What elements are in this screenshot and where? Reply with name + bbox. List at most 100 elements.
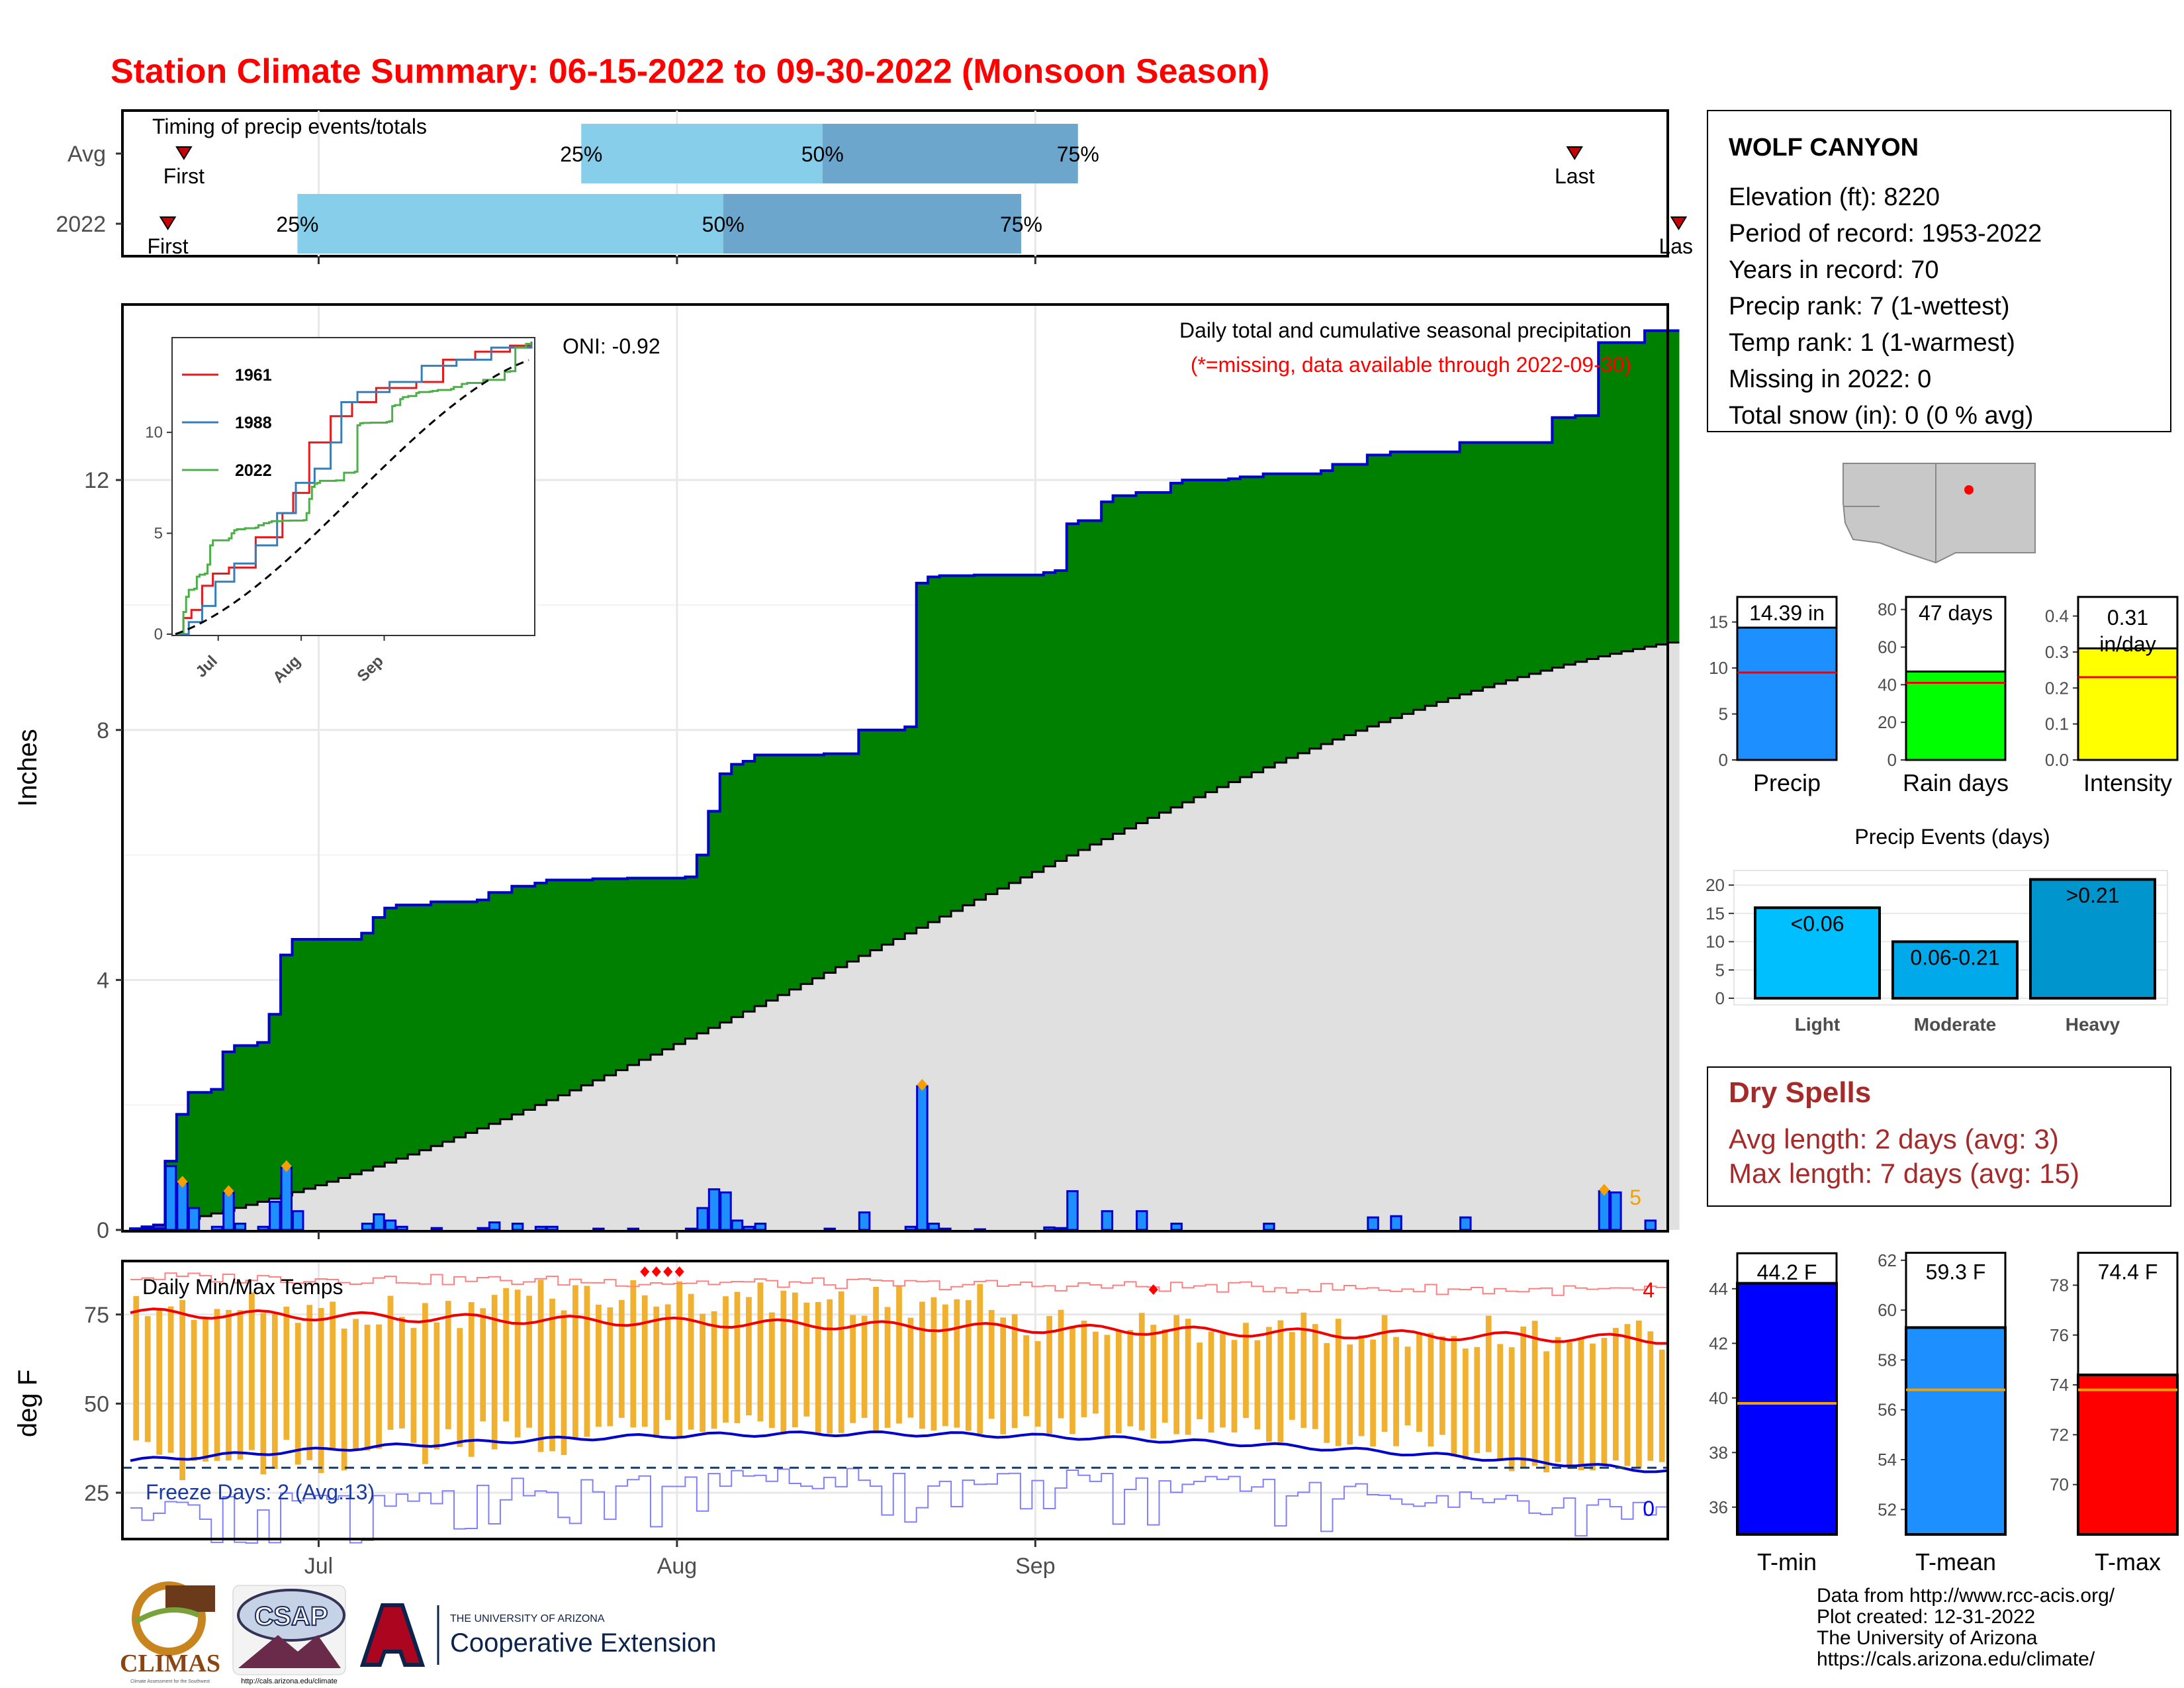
daily-temp-range-bar (954, 1299, 960, 1428)
daily-temp-range-bar (1185, 1319, 1191, 1435)
daily-temp-range-bar (318, 1308, 324, 1474)
precip-events-ytick-label: 10 (1706, 932, 1725, 952)
daily-temp-range-bar (815, 1301, 821, 1434)
daily-temp-range-bar (757, 1282, 764, 1422)
last-event-label: Last (1555, 164, 1595, 188)
daily-temp-range-bar (457, 1328, 463, 1447)
daily-precip-bar (1644, 1219, 1657, 1231)
daily-temp-range-bar (664, 1304, 671, 1421)
daily-temp-range-bar (167, 1306, 174, 1453)
climas-logo-subtext: Climate Assessment for the Southwest (130, 1679, 210, 1684)
daily-temp-range-bar (526, 1295, 532, 1428)
month-tick-label: Jul (304, 1554, 333, 1579)
daily-temp-range-bar (873, 1287, 879, 1431)
daily-precip-bar (743, 1225, 755, 1231)
inset-line-avg (175, 359, 529, 635)
daily-precip-bar (373, 1213, 385, 1231)
summary-ytick-label: 0.4 (2045, 606, 2069, 626)
daily-temp-range-bar (1300, 1312, 1307, 1428)
record-precip-marker (917, 1078, 928, 1091)
missing-note: (*=missing, data available through 2022-… (1191, 353, 1631, 377)
daily-temp-range-bar (191, 1320, 197, 1461)
summary-ytick-label: 10 (1709, 658, 1728, 678)
daily-temp-range-bar (1520, 1327, 1527, 1469)
daily-precip-bar (858, 1211, 871, 1231)
daily-temp-range-bar (607, 1307, 614, 1427)
daily-precip-bar (939, 1227, 952, 1231)
temp-summary-ytick-label: 58 (1878, 1350, 1897, 1370)
avg-min-temp-line (130, 1430, 1668, 1474)
station-info-line: Missing in 2022: 0 (1729, 365, 1931, 393)
daily-temp-range-bar (988, 1309, 995, 1419)
events-count-label: 5 (1629, 1186, 1641, 1209)
daily-temp-range-bar (780, 1290, 787, 1434)
daily-precip-bar (269, 1201, 281, 1231)
dry-spells-max: Max length: 7 days (avg: 15) (1729, 1158, 2079, 1189)
daily-temp-range-bar (503, 1288, 510, 1422)
daily-precip-bar (280, 1166, 293, 1231)
daily-temp-range-bar (734, 1291, 741, 1423)
daily-temp-range-bar (1127, 1329, 1134, 1427)
daily-temp-range-bar (1416, 1334, 1422, 1432)
daily-temp-range-bar (907, 1317, 914, 1418)
daily-temp-range-bar (942, 1304, 948, 1427)
summary-bar-value: 0.31 (2107, 606, 2148, 630)
ua-logo: THE UNIVERSITY OF ARIZONA Cooperative Ex… (359, 1603, 716, 1667)
precip-events-bar (2029, 878, 2156, 1000)
daily-temp-range-bar (1485, 1315, 1492, 1452)
temperature-panel: Daily Min/Max Temps Freeze Days: 2 (Avg:… (121, 1260, 1669, 1544)
locator-map (1843, 463, 2036, 564)
daily-temp-range-bar (1567, 1342, 1572, 1470)
daily-temp-range-bar (364, 1325, 371, 1451)
temp-summary-fill (2077, 1374, 2179, 1536)
daily-temp-range-bar (572, 1285, 578, 1438)
daily-temp-range-bar (283, 1306, 290, 1440)
record-high-marker (663, 1266, 673, 1278)
timing-bar-q1 (581, 124, 823, 183)
csap-logo-text: CSAP (254, 1602, 328, 1631)
daily-temp-range-bar (480, 1308, 486, 1422)
daily-precip-bar (1101, 1210, 1114, 1231)
daily-temp-range-bar (1531, 1321, 1538, 1466)
summary-ytick-label: 0.2 (2045, 678, 2069, 698)
precip-events-bar-value: <0.06 (1791, 912, 1844, 935)
daily-temp-range-bar (618, 1299, 625, 1418)
daily-precip-bar (974, 1228, 986, 1231)
daily-temp-range-bar (433, 1322, 440, 1450)
daily-precip-bar (731, 1219, 744, 1231)
daily-precip-bar (754, 1223, 767, 1231)
summary-ytick-label: 0 (1888, 750, 1897, 770)
daily-temp-range-bar (723, 1296, 729, 1423)
precip-panel: ONI: -0.92 Daily total and cumulative se… (121, 303, 1680, 1233)
daily-temp-range-bar (422, 1303, 428, 1464)
csap-logo: CSAP http://cals.arizona.edu/climate (232, 1585, 346, 1685)
daily-temp-range-bar (1220, 1333, 1226, 1428)
temp-summary-ytick-label: 78 (2050, 1275, 2069, 1295)
daily-temp-range-bar (1624, 1324, 1631, 1466)
temp-summary-ytick-label: 54 (1878, 1450, 1897, 1470)
ua-logo-small: THE UNIVERSITY OF ARIZONA (450, 1613, 605, 1624)
main-ytick-label: 0 (97, 1218, 109, 1243)
temp-summary-label: T-mean (1915, 1548, 1996, 1575)
temp-summary-ytick-label: 56 (1878, 1400, 1897, 1420)
daily-precip-bar (396, 1225, 408, 1231)
timing-heading: Timing of precip events/totals (152, 115, 427, 138)
daily-temp-range-bar (271, 1313, 278, 1470)
daily-temp-range-bar (653, 1306, 660, 1438)
daily-temp-range-bar (295, 1323, 301, 1465)
record-precip-marker (177, 1176, 188, 1188)
inset-line-1961 (175, 342, 533, 635)
temp-ytick-label: 25 (84, 1481, 109, 1506)
precip-events-ytick-label: 5 (1715, 960, 1725, 980)
daily-temp-range-bar (214, 1309, 220, 1461)
daily-temp-range-bar (1370, 1339, 1376, 1447)
inset-line-1988 (175, 342, 533, 635)
temp-summary-ytick-label: 52 (1878, 1499, 1897, 1519)
station-info-line: Temp rank: 1 (1-warmest) (1729, 329, 2015, 357)
daily-temp-range-bar (410, 1328, 417, 1443)
daily-precip-bar (1263, 1223, 1275, 1231)
daily-precip-bar (511, 1223, 524, 1231)
summary-bar-label: Intensity (2083, 769, 2172, 796)
station-info-line: Period of record: 1953-2022 (1729, 220, 2042, 248)
last-event-marker (1670, 216, 1688, 230)
